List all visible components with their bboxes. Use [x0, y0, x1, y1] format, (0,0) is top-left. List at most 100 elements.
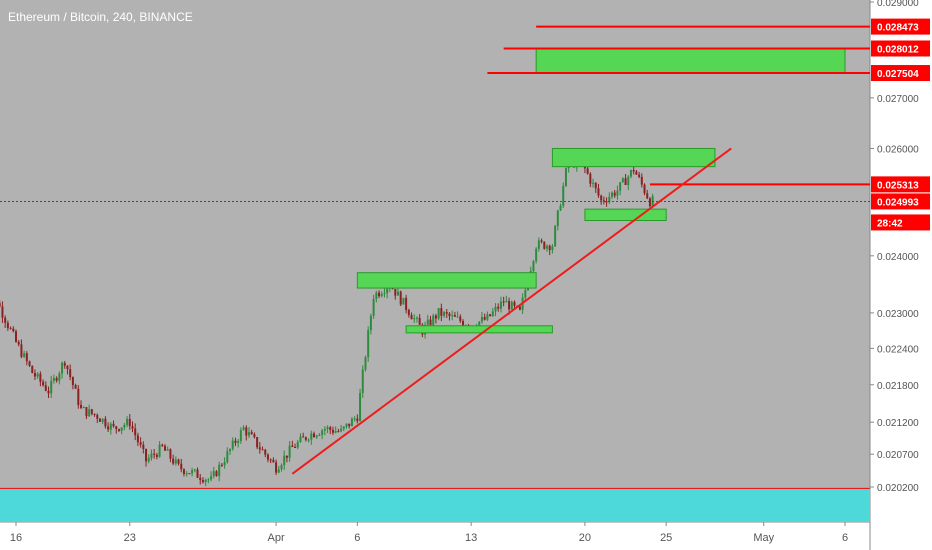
- supply-demand-zone-5: [584, 208, 667, 222]
- candle-body: [93, 413, 96, 415]
- candle-body: [635, 171, 638, 175]
- candle-body: [313, 433, 316, 438]
- candle-body: [191, 470, 194, 474]
- candle-body: [364, 357, 367, 370]
- candle-body: [272, 459, 275, 463]
- candle-body: [375, 292, 378, 300]
- candle-body: [302, 436, 305, 438]
- candle-body: [418, 317, 421, 325]
- candle-body: [499, 301, 502, 309]
- candle-body: [131, 426, 134, 429]
- candle-body: [256, 437, 259, 448]
- candle-body: [177, 459, 180, 464]
- candle-body: [640, 176, 643, 185]
- candles-layer: [0, 153, 654, 487]
- y-tick-label: 0.020200: [877, 483, 919, 494]
- chart-title: Ethereum / Bitcoin, 240, BINANCE: [8, 10, 193, 24]
- candle-body: [367, 330, 370, 358]
- candle-body: [532, 261, 535, 271]
- candle-body: [77, 388, 80, 405]
- level-price-badge-2-bg: [871, 40, 930, 57]
- candle-body: [174, 459, 177, 464]
- candle-body: [340, 428, 343, 432]
- candle-body: [82, 407, 85, 409]
- bottom-support-zone: [0, 488, 870, 522]
- candle-body: [350, 418, 353, 427]
- y-tick-label: 0.027000: [877, 94, 919, 105]
- plot-background: [0, 0, 870, 522]
- candle-body: [345, 423, 348, 427]
- candle-body: [405, 297, 408, 311]
- candle-body: [380, 294, 383, 297]
- time-axis[interactable]: 16 23 Apr 6 13 20 25 May 6: [10, 522, 848, 544]
- y-tick-label: 0.029000: [877, 0, 919, 9]
- candle-body: [261, 449, 264, 451]
- candle-body: [61, 362, 64, 374]
- candle-body: [139, 442, 142, 445]
- candle-body: [643, 184, 646, 194]
- supply-demand-zone-3: [356, 272, 537, 289]
- candle-body: [605, 201, 608, 203]
- level-price-badge-3: 0.027504: [877, 69, 919, 80]
- candle-body: [88, 409, 91, 417]
- candle-body: [107, 426, 110, 430]
- candle-body: [288, 445, 291, 458]
- candle-body: [44, 385, 47, 391]
- candle-body: [491, 311, 494, 316]
- candle-body: [242, 427, 245, 431]
- candle-body: [478, 321, 481, 328]
- candle-body: [462, 321, 465, 326]
- candle-body: [237, 441, 240, 444]
- candle-body: [150, 453, 153, 458]
- candle-body: [621, 178, 624, 183]
- supply-demand-zone-1: [535, 47, 846, 74]
- candle-body: [648, 198, 651, 207]
- candle-body: [337, 431, 340, 433]
- candle-body: [250, 432, 253, 435]
- candle-body: [537, 240, 540, 249]
- candle-body: [33, 373, 36, 377]
- candle-body: [42, 381, 45, 386]
- candle-body: [153, 453, 156, 455]
- price-axis[interactable]: 0.029000 0.027000 0.026000 0.024000 0.023000…: [870, 0, 919, 494]
- level-price-badge-1: 0.028473: [877, 23, 919, 34]
- candle-body: [47, 390, 50, 394]
- candle-body: [218, 464, 221, 477]
- candle-body: [126, 418, 129, 425]
- candle-body: [291, 445, 294, 447]
- candle-body: [483, 317, 486, 320]
- candle-body: [627, 176, 630, 185]
- candle-body: [342, 426, 345, 429]
- y-tick-label: 0.020700: [877, 450, 919, 461]
- candle-body: [638, 174, 641, 177]
- candle-body: [600, 195, 603, 201]
- candle-body: [264, 449, 267, 455]
- candle-body: [518, 306, 521, 310]
- candle-body: [608, 196, 611, 202]
- candle-body: [109, 423, 112, 430]
- candle-body: [369, 315, 372, 331]
- candle-body: [169, 449, 172, 459]
- candle-body: [378, 292, 381, 297]
- x-tick-label: 6: [842, 532, 848, 544]
- candle-body: [275, 462, 278, 473]
- candle-body: [158, 444, 161, 457]
- y-tick-label: 0.026000: [877, 144, 919, 155]
- candle-body: [586, 168, 589, 174]
- candle-body: [39, 373, 42, 382]
- candle-body: [589, 173, 592, 184]
- current-price-badge: 0.024993: [877, 197, 919, 208]
- candle-body: [239, 430, 242, 442]
- candle-body: [564, 168, 567, 186]
- candle-body: [266, 454, 269, 460]
- zones-layer: [356, 47, 846, 334]
- candle-body: [502, 301, 505, 303]
- level-price-badge-2: 0.028012: [877, 44, 919, 55]
- candle-body: [294, 446, 297, 448]
- candle-body: [4, 317, 7, 323]
- candle-body: [15, 331, 17, 342]
- candle-body: [9, 327, 12, 329]
- candle-body: [283, 455, 286, 466]
- candle-body: [386, 288, 389, 294]
